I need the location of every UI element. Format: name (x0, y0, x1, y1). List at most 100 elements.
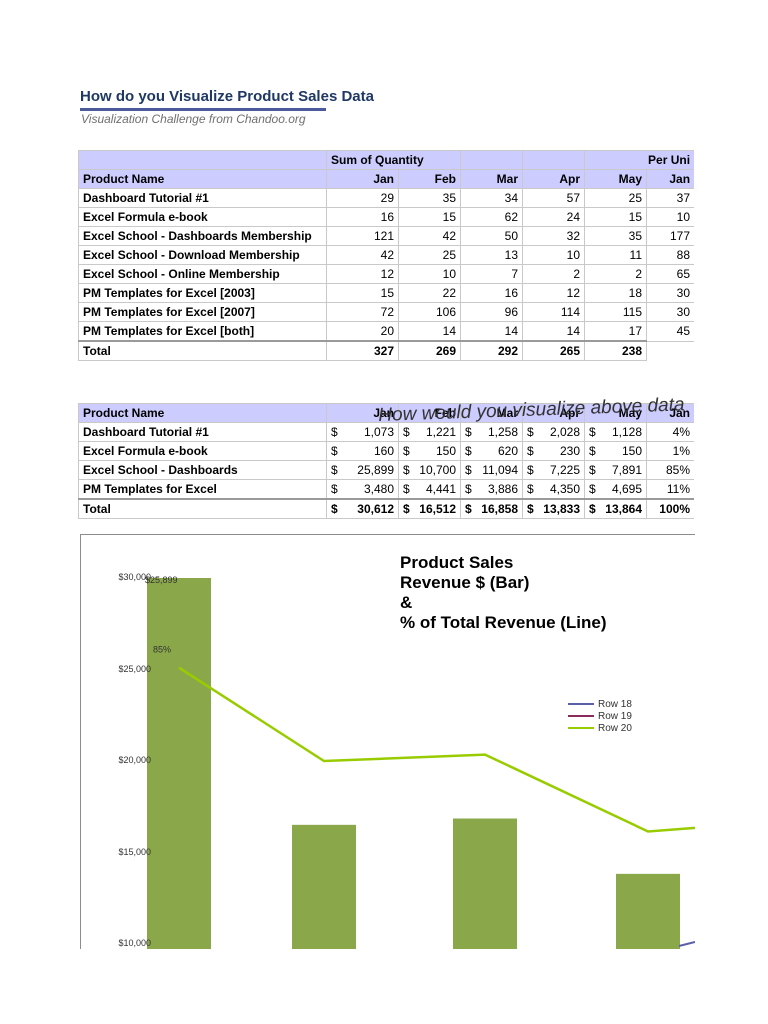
column-header[interactable]: Feb (397, 169, 462, 189)
product-name-cell[interactable]: Dashboard Tutorial #1 (78, 188, 327, 208)
percent-cell[interactable]: 4% (646, 422, 695, 442)
column-header[interactable]: May (584, 169, 648, 189)
percent-cell[interactable]: 1% (646, 441, 695, 461)
quantity-cell[interactable]: 16 (460, 283, 524, 303)
revenue-cell[interactable]: $10,700 (398, 460, 461, 480)
quantity-cell[interactable]: 13 (460, 245, 524, 265)
quantity-cell[interactable]: 42 (397, 226, 462, 246)
quantity-cell[interactable]: 45 (646, 321, 696, 342)
quantity-cell[interactable]: 20 (326, 321, 399, 342)
quantity-cell[interactable]: 35 (397, 188, 462, 208)
quantity-cell[interactable]: 115 (584, 302, 648, 322)
revenue-cell[interactable]: $150 (398, 441, 461, 461)
quantity-cell[interactable]: 2 (522, 264, 586, 284)
quantity-cell[interactable]: 121 (326, 226, 399, 246)
quantity-cell[interactable]: 10 (397, 264, 462, 284)
total-cell[interactable]: 292 (460, 340, 524, 361)
quantity-cell[interactable]: 10 (522, 245, 586, 265)
quantity-cell[interactable]: 88 (646, 245, 696, 265)
column-header[interactable]: May (584, 403, 647, 423)
revenue-cell[interactable]: $30,612 (326, 498, 399, 519)
quantity-cell[interactable]: 12 (326, 264, 399, 284)
quantity-cell[interactable]: 15 (326, 283, 399, 303)
revenue-cell[interactable]: $620 (460, 441, 523, 461)
revenue-cell[interactable]: $25,899 (326, 460, 399, 480)
revenue-cell[interactable]: $230 (522, 441, 585, 461)
quantity-cell[interactable]: 7 (460, 264, 524, 284)
column-header[interactable]: Product Name (78, 169, 327, 189)
quantity-cell[interactable]: 50 (460, 226, 524, 246)
revenue-bar-feb[interactable] (292, 824, 356, 949)
revenue-cell[interactable]: $160 (326, 441, 399, 461)
column-header[interactable]: Apr (522, 403, 585, 423)
quantity-cell[interactable]: 177 (646, 226, 696, 246)
column-header[interactable]: Jan (326, 169, 399, 189)
column-header[interactable]: Product Name (78, 403, 327, 423)
revenue-cell[interactable]: $4,441 (398, 479, 461, 500)
column-header[interactable]: Feb (398, 403, 461, 423)
series-line-row-20[interactable] (178, 666, 695, 833)
total-cell[interactable]: 327 (326, 340, 399, 361)
revenue-cell[interactable]: $4,350 (522, 479, 585, 500)
product-name-cell[interactable]: Excel School - Dashboards (78, 460, 327, 480)
quantity-cell[interactable]: 114 (522, 302, 586, 322)
total-label[interactable]: Total (78, 340, 327, 361)
revenue-bar-jan[interactable] (147, 578, 211, 949)
revenue-cell[interactable]: $16,512 (398, 498, 461, 519)
quantity-cell[interactable]: 17 (584, 321, 648, 342)
revenue-bar-mar[interactable] (453, 818, 517, 949)
per-unit-label[interactable]: Per Uni (584, 150, 696, 170)
quantity-cell[interactable]: 25 (397, 245, 462, 265)
revenue-cell[interactable]: $13,833 (522, 498, 585, 519)
cell[interactable] (78, 150, 327, 170)
quantity-cell[interactable]: 34 (460, 188, 524, 208)
revenue-cell[interactable]: $13,864 (584, 498, 647, 519)
product-name-cell[interactable]: Excel School - Download Membership (78, 245, 327, 265)
revenue-cell[interactable]: $7,891 (584, 460, 647, 480)
quantity-cell[interactable]: 106 (397, 302, 462, 322)
percent-cell[interactable]: 11% (646, 479, 695, 500)
quantity-cell[interactable]: 15 (584, 207, 648, 227)
revenue-cell[interactable]: $1,128 (584, 422, 647, 442)
quantity-cell[interactable]: 15 (397, 207, 462, 227)
cell[interactable] (460, 150, 524, 170)
quantity-cell[interactable]: 29 (326, 188, 399, 208)
quantity-cell[interactable]: 16 (326, 207, 399, 227)
sum-of-quantity-label[interactable]: Sum of Quantity (325, 150, 462, 170)
quantity-cell[interactable]: 32 (522, 226, 586, 246)
product-name-cell[interactable]: Excel Formula e-book (78, 207, 327, 227)
quantity-cell[interactable]: 30 (646, 283, 696, 303)
quantity-cell[interactable]: 30 (646, 302, 696, 322)
product-name-cell[interactable]: PM Templates for Excel [both] (78, 321, 327, 342)
quantity-cell[interactable]: 57 (522, 188, 586, 208)
column-header[interactable]: Mar (460, 169, 524, 189)
quantity-cell[interactable]: 42 (326, 245, 399, 265)
quantity-cell[interactable]: 96 (460, 302, 524, 322)
quantity-cell[interactable]: 14 (522, 321, 586, 342)
quantity-cell[interactable]: 12 (522, 283, 586, 303)
revenue-cell[interactable]: $1,258 (460, 422, 523, 442)
total-cell[interactable]: 265 (522, 340, 586, 361)
quantity-cell[interactable]: 72 (326, 302, 399, 322)
product-name-cell[interactable]: Excel School - Dashboards Membership (78, 226, 327, 246)
revenue-cell[interactable]: $4,695 (584, 479, 647, 500)
product-name-cell[interactable]: PM Templates for Excel (78, 479, 327, 500)
quantity-cell[interactable]: 14 (397, 321, 462, 342)
quantity-cell[interactable]: 14 (460, 321, 524, 342)
revenue-bar-apr[interactable] (616, 873, 680, 949)
total-cell[interactable]: 269 (397, 340, 462, 361)
quantity-cell[interactable]: 25 (584, 188, 648, 208)
quantity-cell[interactable]: 18 (584, 283, 648, 303)
revenue-cell[interactable]: $7,225 (522, 460, 585, 480)
revenue-cell[interactable]: $1,073 (326, 422, 399, 442)
quantity-cell[interactable]: 11 (584, 245, 648, 265)
sales-chart[interactable]: $25,899 85% Product Sales Revenue $ (Bar) &… (80, 534, 695, 949)
revenue-cell[interactable]: $11,094 (460, 460, 523, 480)
revenue-cell[interactable]: $16,858 (460, 498, 523, 519)
quantity-cell[interactable]: 2 (584, 264, 648, 284)
product-name-cell[interactable]: Excel Formula e-book (78, 441, 327, 461)
column-header[interactable]: Jan (326, 403, 399, 423)
product-name-cell[interactable]: PM Templates for Excel [2003] (78, 283, 327, 303)
product-name-cell[interactable]: Dashboard Tutorial #1 (78, 422, 327, 442)
revenue-cell[interactable]: $2,028 (522, 422, 585, 442)
